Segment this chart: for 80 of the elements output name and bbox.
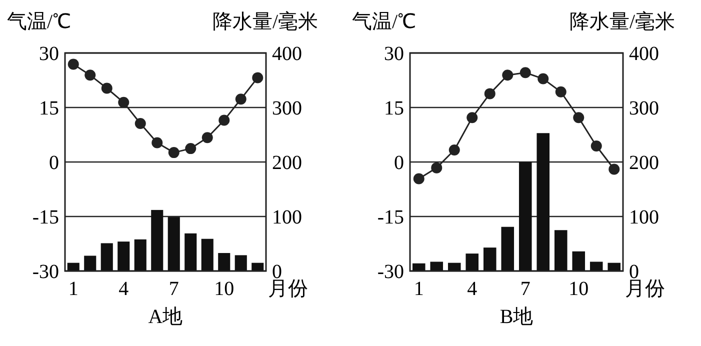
x-tick-label: 1	[68, 278, 78, 300]
y2-tick-label: 100	[272, 206, 302, 228]
bar	[252, 262, 264, 271]
bar	[466, 254, 479, 271]
y2-tick-label: 200	[629, 152, 659, 174]
x-tick-label: 1	[414, 278, 424, 300]
bar	[168, 217, 180, 271]
point	[555, 86, 566, 98]
text: B地	[500, 306, 534, 328]
y2-axis-title: 降水量/毫米	[569, 10, 675, 33]
point	[608, 164, 620, 175]
x-tick-label: 10	[568, 278, 589, 300]
point	[538, 73, 549, 84]
point	[185, 143, 196, 154]
bar	[412, 263, 426, 271]
point	[134, 118, 146, 129]
bar	[151, 210, 164, 271]
point	[431, 162, 442, 174]
x-tick-label: 4	[467, 278, 478, 300]
y2-tick-label: 300	[629, 98, 659, 120]
bar	[100, 243, 113, 271]
bar	[590, 262, 603, 271]
y-tick-label: -30	[32, 261, 59, 283]
bar	[67, 262, 80, 271]
x-tick-label: 7	[520, 278, 530, 300]
bar	[184, 233, 197, 271]
bar	[518, 162, 532, 271]
y-tick-label: 15	[384, 98, 404, 120]
bar	[448, 262, 461, 271]
bar	[134, 239, 146, 271]
bar	[430, 262, 444, 271]
point	[168, 147, 180, 158]
point	[448, 144, 460, 156]
bar	[501, 226, 514, 271]
bar	[483, 248, 496, 271]
bar	[554, 230, 568, 271]
bar	[572, 251, 586, 271]
y2-tick-label: 100	[629, 206, 659, 228]
y2-tick-label: 400	[272, 43, 302, 65]
y-axis-title: 气温/℃	[7, 11, 71, 33]
y-tick-label: -15	[377, 206, 404, 228]
point	[118, 96, 130, 108]
x-tick-label: 4	[118, 278, 129, 300]
y2-axis-title: 降水量/毫米	[212, 10, 318, 33]
bar	[118, 242, 130, 271]
bar	[536, 133, 550, 271]
point	[502, 70, 514, 81]
y-tick-label: 15	[39, 98, 59, 120]
point	[68, 58, 79, 70]
point	[235, 94, 246, 105]
point	[413, 173, 424, 184]
x-tick-label: 7	[168, 278, 179, 300]
y-axis-title: 气温/℃	[352, 11, 416, 33]
point	[252, 72, 264, 84]
point	[466, 112, 478, 124]
bar	[218, 253, 230, 271]
point	[218, 114, 230, 126]
point	[573, 112, 584, 124]
y2-tick-label: 400	[629, 43, 659, 65]
y-tick-label: -30	[377, 261, 404, 283]
y-tick-label: 30	[39, 43, 59, 65]
point	[520, 67, 531, 78]
point	[590, 140, 602, 152]
point	[84, 70, 96, 81]
y-tick-label: -15	[32, 206, 59, 228]
bar	[608, 262, 621, 271]
bar	[84, 256, 96, 271]
y2-tick-label: 300	[272, 98, 302, 120]
y-tick-label: 30	[384, 43, 404, 65]
bar	[234, 255, 247, 271]
y-tick-label: 0	[49, 152, 59, 174]
point	[484, 88, 496, 100]
point	[152, 137, 163, 148]
bar	[201, 238, 214, 271]
y-tick-label: 0	[394, 152, 404, 174]
point	[101, 82, 112, 94]
y2-tick-label: 200	[272, 152, 302, 174]
point	[202, 132, 213, 144]
x-tick-label: 10	[214, 278, 234, 300]
text: A地	[148, 306, 183, 328]
